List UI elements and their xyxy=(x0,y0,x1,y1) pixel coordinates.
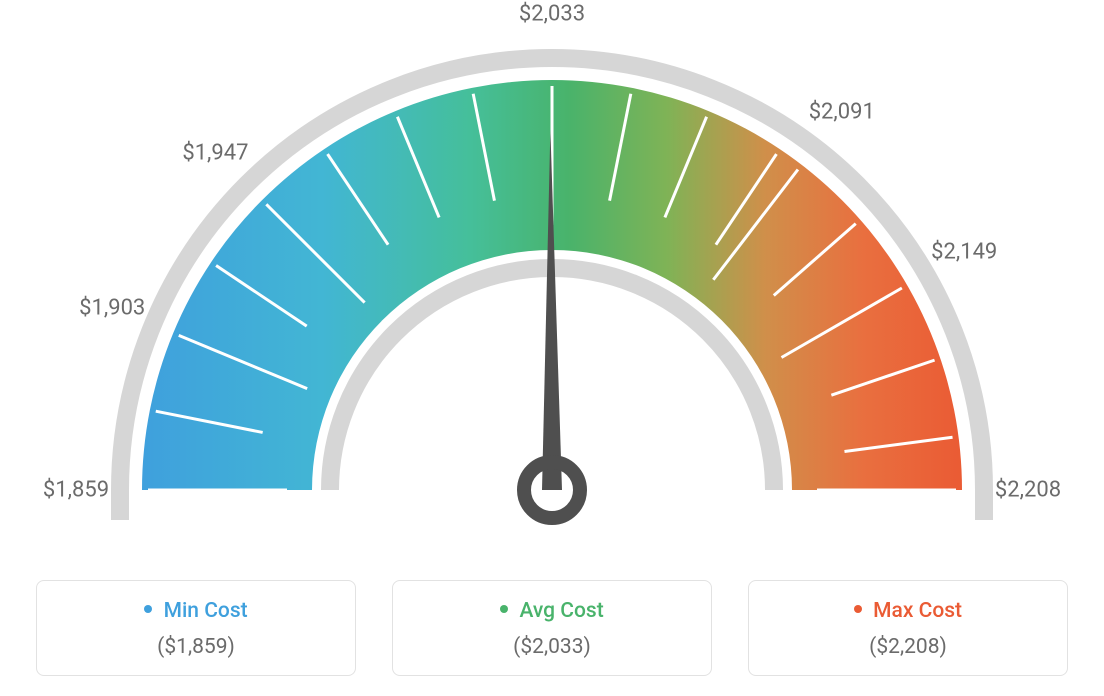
gauge-tick-label: $1,947 xyxy=(182,141,248,166)
legend-card-min: Min Cost ($1,859) xyxy=(36,580,356,676)
legend-title-text: Min Cost xyxy=(164,599,248,623)
gauge-tick-label: $2,149 xyxy=(931,240,997,265)
dot-icon xyxy=(144,605,152,613)
legend-value-avg: ($2,033) xyxy=(403,635,701,659)
legend-card-max: Max Cost ($2,208) xyxy=(748,580,1068,676)
gauge-tick-label: $1,859 xyxy=(43,478,109,503)
legend-title-avg: Avg Cost xyxy=(403,599,701,623)
dot-icon xyxy=(500,605,508,613)
gauge-tick-label: $2,091 xyxy=(809,100,875,125)
gauge-chart: $1,859$1,903$1,947$2,033$2,091$2,149$2,2… xyxy=(20,20,1084,560)
legend-value-max: ($2,208) xyxy=(759,635,1057,659)
gauge-svg xyxy=(20,20,1084,560)
gauge-tick-label: $2,033 xyxy=(519,2,585,27)
legend-title-min: Min Cost xyxy=(47,599,345,623)
legend-row: Min Cost ($1,859) Avg Cost ($2,033) Max … xyxy=(20,580,1084,676)
gauge-tick-label: $2,208 xyxy=(995,478,1061,503)
gauge-tick-label: $1,903 xyxy=(79,295,145,320)
legend-title-max: Max Cost xyxy=(759,599,1057,623)
legend-title-text: Max Cost xyxy=(873,599,962,623)
legend-title-text: Avg Cost xyxy=(519,599,603,623)
legend-card-avg: Avg Cost ($2,033) xyxy=(392,580,712,676)
legend-value-min: ($1,859) xyxy=(47,635,345,659)
dot-icon xyxy=(854,605,862,613)
